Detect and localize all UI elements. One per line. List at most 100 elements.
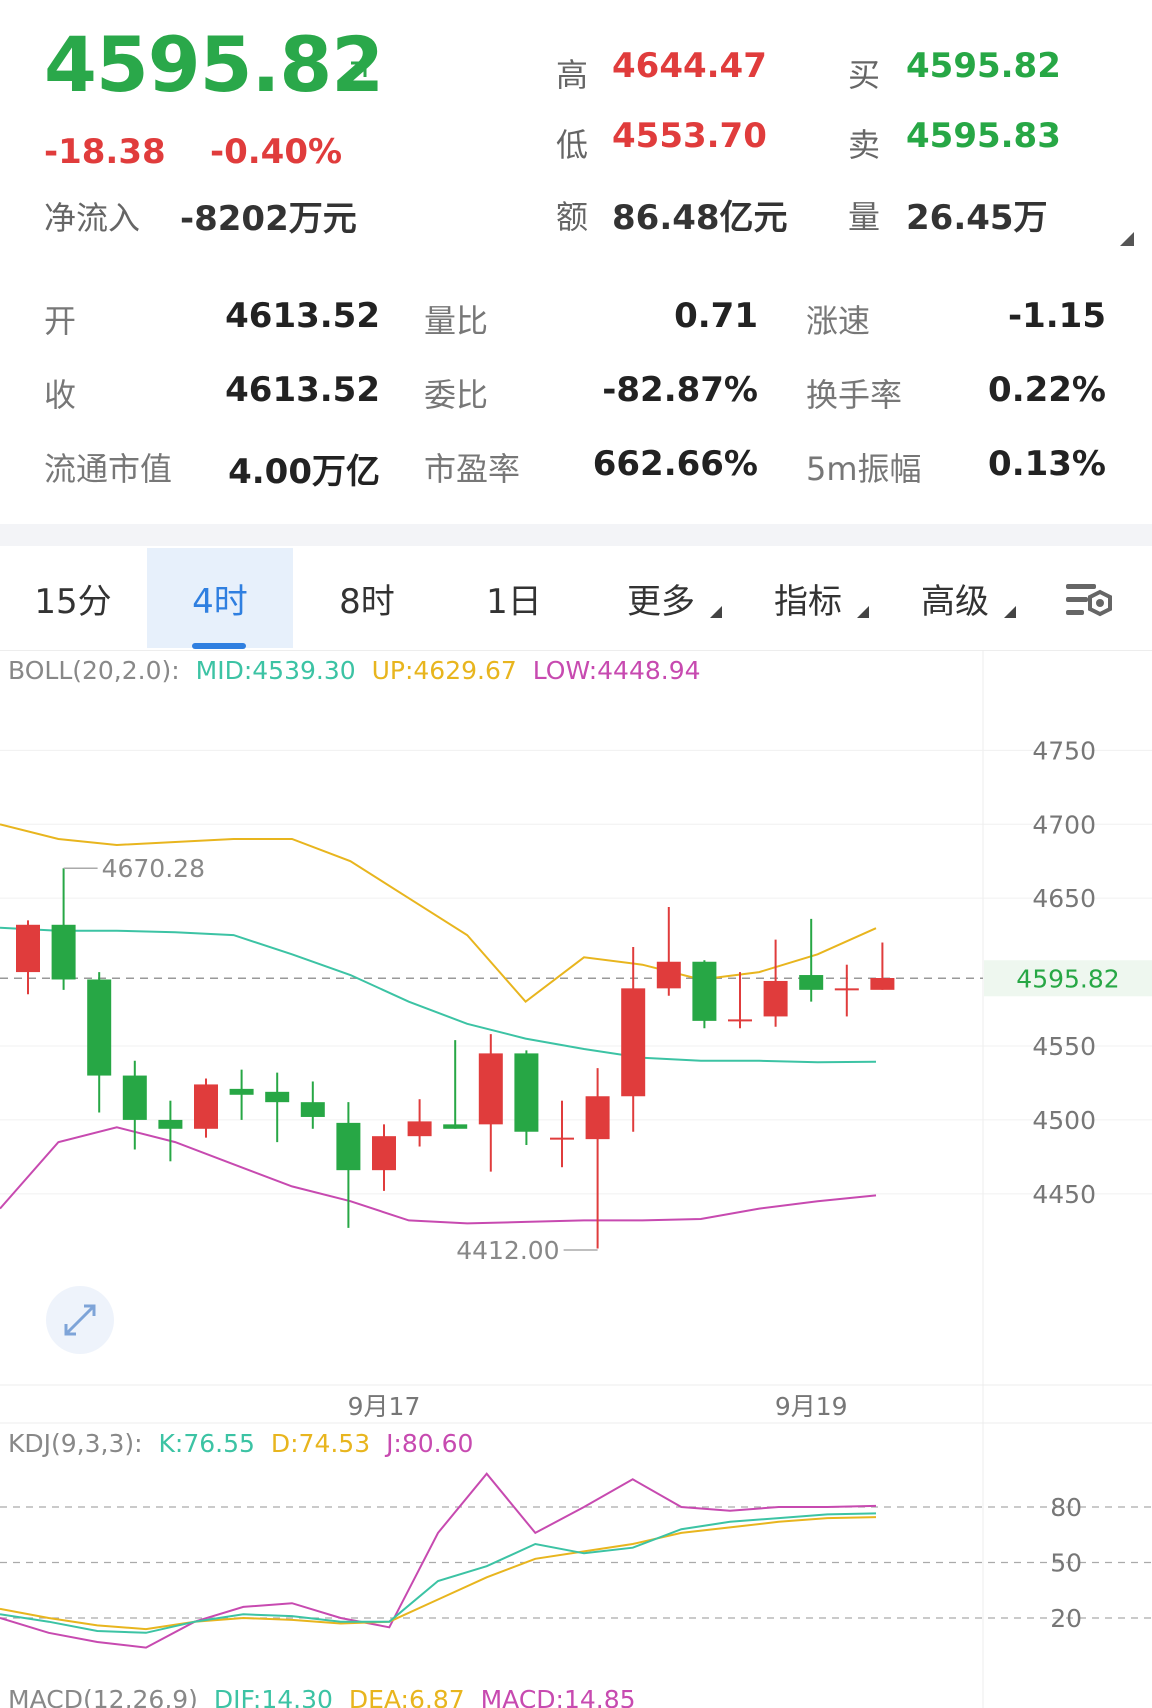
candle-body bbox=[265, 1091, 290, 1103]
candle-body bbox=[51, 924, 76, 980]
candle-body bbox=[372, 1136, 396, 1171]
tab-indicators[interactable]: 指标 bbox=[735, 548, 881, 648]
boll-legend-up: UP:4629.67 bbox=[372, 656, 517, 685]
candle-body bbox=[834, 988, 859, 991]
candle-body bbox=[728, 1019, 752, 1022]
tab-label: 4时 bbox=[192, 581, 248, 622]
macd-legend-dea: DEA:6.87 bbox=[349, 1685, 465, 1708]
tab-label: 1日 bbox=[486, 581, 542, 622]
candle-body bbox=[799, 975, 824, 990]
macd-legend-macd: MACD:14.85 bbox=[481, 1685, 636, 1708]
boll-upper-line bbox=[0, 823, 877, 1004]
current-price-tag bbox=[984, 960, 1152, 997]
last-price: 4595.82 bbox=[44, 20, 384, 109]
sell-value: 4595.83 bbox=[906, 116, 1061, 156]
y-tick-label: 4700 bbox=[1032, 810, 1096, 839]
fullscreen-icon[interactable] bbox=[46, 1286, 114, 1354]
candle-body bbox=[870, 978, 895, 990]
kdj-legend-k: K:76.55 bbox=[159, 1429, 255, 1458]
high-label: 高 bbox=[556, 56, 589, 94]
kdj-legend-j: J:80.60 bbox=[384, 1429, 473, 1458]
kline-grid: 4750 4700 4650 4550 4500 4450 4595.82 bbox=[0, 736, 1152, 1209]
boll-mid-line bbox=[0, 926, 877, 1064]
stat-label-speed: 涨速 bbox=[806, 302, 871, 340]
boll-legend: BOLL(20,2.0): MID:4539.30 UP:4629.67 LOW… bbox=[8, 656, 701, 685]
volume-value: 26.45万 bbox=[906, 198, 1048, 238]
tab-1day[interactable]: 1日 bbox=[441, 548, 587, 648]
stat-value-pe: 662.66% bbox=[592, 444, 758, 484]
candle-body bbox=[514, 1053, 539, 1132]
dropdown-corner-icon bbox=[1004, 606, 1016, 618]
stat-label-amplitude: 5m振幅 bbox=[806, 450, 922, 488]
tab-15min[interactable]: 15分 bbox=[0, 548, 146, 648]
stat-label-market-cap: 流通市值 bbox=[44, 450, 173, 488]
kline-chart[interactable]: BOLL(20,2.0): MID:4539.30 UP:4629.67 LOW… bbox=[0, 650, 1152, 1708]
tab-4hour[interactable]: 4时 bbox=[147, 548, 293, 648]
x-axis-label: 9月17 bbox=[348, 1392, 421, 1421]
kdj-legend: KDJ(9,3,3): K:76.55 D:74.53 J:80.60 bbox=[8, 1429, 473, 1458]
candle-body bbox=[300, 1102, 325, 1117]
tab-label: 8时 bbox=[339, 581, 395, 622]
net-inflow-value: -8202万元 bbox=[180, 199, 357, 239]
boll-lines bbox=[0, 823, 877, 1225]
buy-value: 4595.82 bbox=[906, 46, 1061, 86]
tab-8hour[interactable]: 8时 bbox=[294, 548, 440, 648]
stat-label-turnover: 换手率 bbox=[806, 376, 903, 414]
stat-label-open: 开 bbox=[44, 302, 77, 340]
current-price-label: 4595.82 bbox=[1016, 964, 1119, 993]
stat-label-order-ratio: 委比 bbox=[424, 376, 489, 414]
candle-body bbox=[407, 1121, 432, 1137]
stat-value-market-cap: 4.00万亿 bbox=[228, 452, 380, 492]
high-value: 4644.47 bbox=[612, 46, 767, 86]
kdj-legend-name: KDJ(9,3,3): bbox=[8, 1429, 143, 1458]
candle-body bbox=[763, 980, 788, 1017]
kdj-tick-label: 80 bbox=[1050, 1493, 1082, 1522]
boll-lower-line bbox=[0, 1126, 877, 1225]
macd-legend: MACD(12,26,9) DIF:14.30 DEA:6.87 MACD:14… bbox=[8, 1685, 636, 1708]
candle-body bbox=[656, 961, 681, 989]
stat-value-turnover: 0.22% bbox=[988, 370, 1106, 410]
up-right-arrow-icon bbox=[343, 61, 367, 85]
stat-label-close: 收 bbox=[44, 376, 77, 414]
kdj-j-line bbox=[0, 1472, 877, 1649]
price-change-percent: -0.40% bbox=[210, 132, 343, 172]
chart-settings-icon[interactable] bbox=[1062, 578, 1118, 622]
active-tab-indicator bbox=[192, 643, 246, 649]
candle-body bbox=[87, 979, 112, 1076]
tab-more[interactable]: 更多 bbox=[588, 548, 734, 648]
stat-label-volume-ratio: 量比 bbox=[424, 302, 489, 340]
stat-value-order-ratio: -82.87% bbox=[602, 370, 758, 410]
kdj-tick-label: 50 bbox=[1050, 1549, 1082, 1578]
kdj-lines bbox=[0, 1472, 877, 1649]
tab-label: 更多 bbox=[627, 581, 695, 622]
kline-annotations: 4670.28 4412.00 bbox=[63, 854, 598, 1265]
candle-body bbox=[229, 1088, 254, 1095]
chart-top-divider bbox=[0, 650, 1152, 651]
candle-body bbox=[16, 924, 40, 973]
stat-value-amplitude: 0.13% bbox=[988, 444, 1106, 484]
min-price-label: 4412.00 bbox=[456, 1236, 559, 1265]
volume-label: 量 bbox=[848, 198, 881, 236]
candle-body bbox=[692, 961, 717, 1021]
net-inflow-label: 净流入 bbox=[44, 199, 141, 237]
kdj-grid: 80 50 20 bbox=[0, 1493, 1152, 1633]
expand-corner-icon[interactable] bbox=[1120, 232, 1134, 246]
candle-body bbox=[122, 1075, 147, 1120]
boll-legend-mid: MID:4539.30 bbox=[196, 656, 356, 685]
x-axis-label: 9月19 bbox=[775, 1392, 848, 1421]
stat-label-pe: 市盈率 bbox=[424, 450, 521, 488]
kdj-legend-d: D:74.53 bbox=[271, 1429, 370, 1458]
stat-value-open: 4613.52 bbox=[225, 296, 380, 336]
boll-legend-name: BOLL(20,2.0): bbox=[8, 656, 180, 685]
max-price-label: 4670.28 bbox=[102, 854, 205, 883]
stat-value-volume-ratio: 0.71 bbox=[674, 296, 758, 336]
tab-label: 高级 bbox=[921, 581, 989, 622]
candle-body bbox=[194, 1084, 218, 1129]
low-label: 低 bbox=[556, 126, 589, 164]
period-tabs: 15分 4时 8时 1日 更多 指标 高级 bbox=[0, 548, 1152, 649]
x-axis-labels: 9月17 9月19 bbox=[348, 1392, 848, 1421]
candle-body bbox=[585, 1096, 610, 1140]
macd-legend-dif: DIF:14.30 bbox=[214, 1685, 333, 1708]
tab-label: 15分 bbox=[34, 581, 112, 622]
tab-advanced[interactable]: 高级 bbox=[882, 548, 1028, 648]
